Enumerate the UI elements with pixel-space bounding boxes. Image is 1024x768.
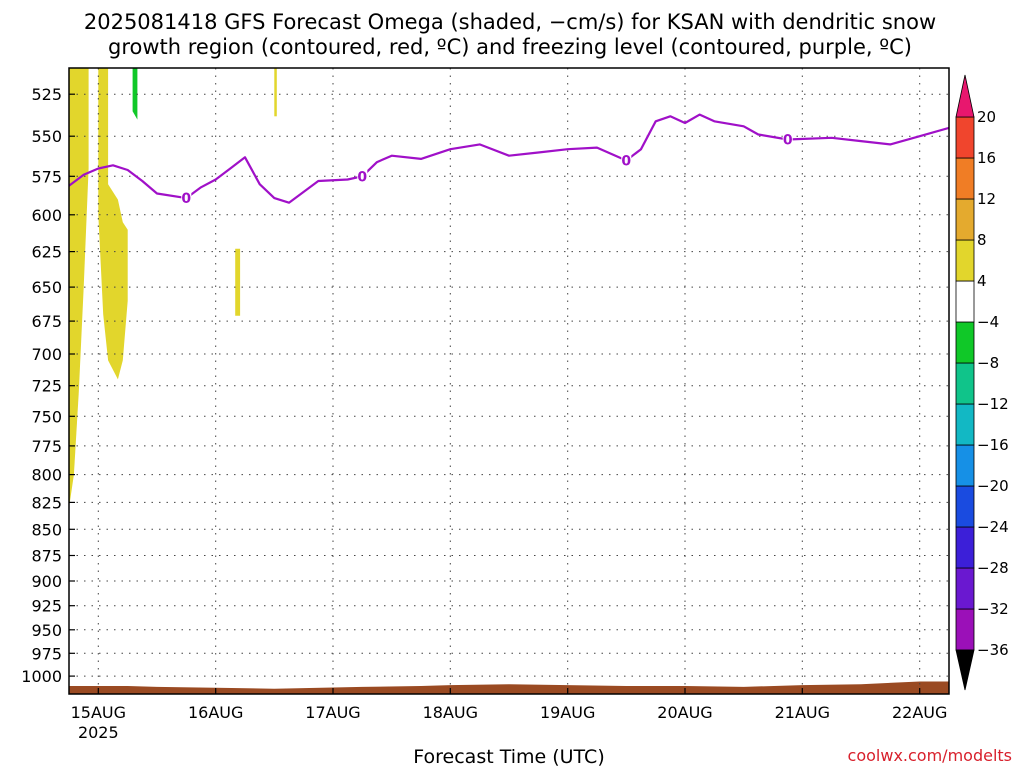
y-tick-label: 975 [31,644,62,663]
x-axis-label: Forecast Time (UTC) [413,746,604,768]
colorbar-below-triangle [955,649,975,691]
freezing-level-label-bg [181,190,192,206]
y-axis: 525 550 575 600 625 650 675 700 725 750 775 800 825 8… [21,85,75,686]
x-tick-sublabel: 2025 [78,723,119,742]
freezing-level-label-bg [621,152,632,168]
freezing-level-label: 0 [621,154,631,170]
freezing-level-label: 0 [181,191,191,207]
y-tick-label: 675 [31,312,62,331]
colorbar-tick-label: −12 [977,395,1009,413]
x-tick-label: 22AUG [892,703,947,722]
omega-shading [69,68,949,694]
y-tick-label: 575 [31,167,62,186]
y-tick-label: 525 [31,85,62,104]
y-tick-label: 925 [31,597,62,616]
colorbar-tick-label: −4 [977,313,999,331]
freezing-level-layer: 0 0 0 0 [69,113,949,207]
omega-region [98,68,128,380]
y-tick-label: 800 [31,466,62,485]
colorbar-segment [955,280,975,323]
colorbar-tick-label: 4 [977,272,987,290]
y-tick-label: 650 [31,278,62,297]
colorbar-segment [955,567,975,610]
colorbar-segment [955,526,975,569]
colorbar-segment [955,485,975,528]
y-tick-label: 775 [31,437,62,456]
y-tick-label: 950 [31,621,62,640]
surface-band [69,681,949,694]
colorbar-above-triangle [955,74,975,118]
colorbar-tick-label: 16 [977,149,996,167]
x-tick-label: 21AUG [775,703,830,722]
colorbar-tick-label: −8 [977,354,999,372]
freezing-level-label: 0 [357,169,367,185]
y-tick-label: 875 [31,547,62,566]
y-tick-label: 600 [31,206,62,225]
y-tick-label: 750 [31,407,62,426]
chart-title-line-2: growth region (contoured, red, ºC) and f… [108,35,912,59]
y-tick-label: 700 [31,345,62,364]
colorbar-tick-label: −24 [977,518,1009,536]
colorbar: −36 −32 −28 −24 −20 −16 −12 −8 −4 4 8 12 16 20 [955,74,1009,691]
plot-background [69,68,949,694]
freezing-level-label-bg [357,168,368,184]
x-tick-label: 18AUG [423,703,478,722]
y-tick-label: 825 [31,493,62,512]
y-tick-label: 725 [31,377,62,396]
colorbar-tick-label: 12 [977,190,996,208]
omega-region [274,68,277,117]
x-tick-label: 17AUG [305,703,360,722]
colorbar-segment [955,116,975,159]
colorbar-segment [955,444,975,487]
colorbar-segment [955,403,975,446]
y-tick-label: 1000 [21,667,62,686]
plot-area: 0 0 0 0 [68,67,950,695]
colorbar-tick-label: −20 [977,477,1009,495]
colorbar-segment [955,157,975,200]
omega-region [132,68,138,120]
colorbar-segment [955,608,975,651]
omega-region [235,248,241,316]
y-tick-label: 900 [31,572,62,591]
colorbar-segment [955,362,975,405]
colorbar-segment [955,239,975,282]
colorbar-tick-label: −16 [977,436,1009,454]
x-tick-label: 19AUG [540,703,595,722]
plot-frame [68,67,950,695]
source-credit: coolwx.com/modelts [848,746,1012,765]
y-tick-label: 850 [31,520,62,539]
x-tick-label: 15AUG [71,703,126,722]
y-tick-label: 625 [31,243,62,262]
colorbar-segment [955,321,975,364]
freezing-level-label-bg [782,131,793,147]
omega-region [69,68,89,508]
colorbar-tick-label: 20 [977,108,996,126]
colorbar-tick-label: −32 [977,600,1009,618]
chart-title-line-1: 2025081418 GFS Forecast Omega (shaded, −… [84,10,936,34]
y-tick-label: 550 [31,127,62,146]
colorbar-tick-label: −36 [977,641,1009,659]
freezing-level-label: 0 [783,133,793,149]
colorbar-segment [955,198,975,241]
colorbar-tick-label: −28 [977,559,1009,577]
x-tick-label: 20AUG [657,703,712,722]
colorbar-tick-label: 8 [977,231,987,249]
x-tick-label: 16AUG [188,703,243,722]
